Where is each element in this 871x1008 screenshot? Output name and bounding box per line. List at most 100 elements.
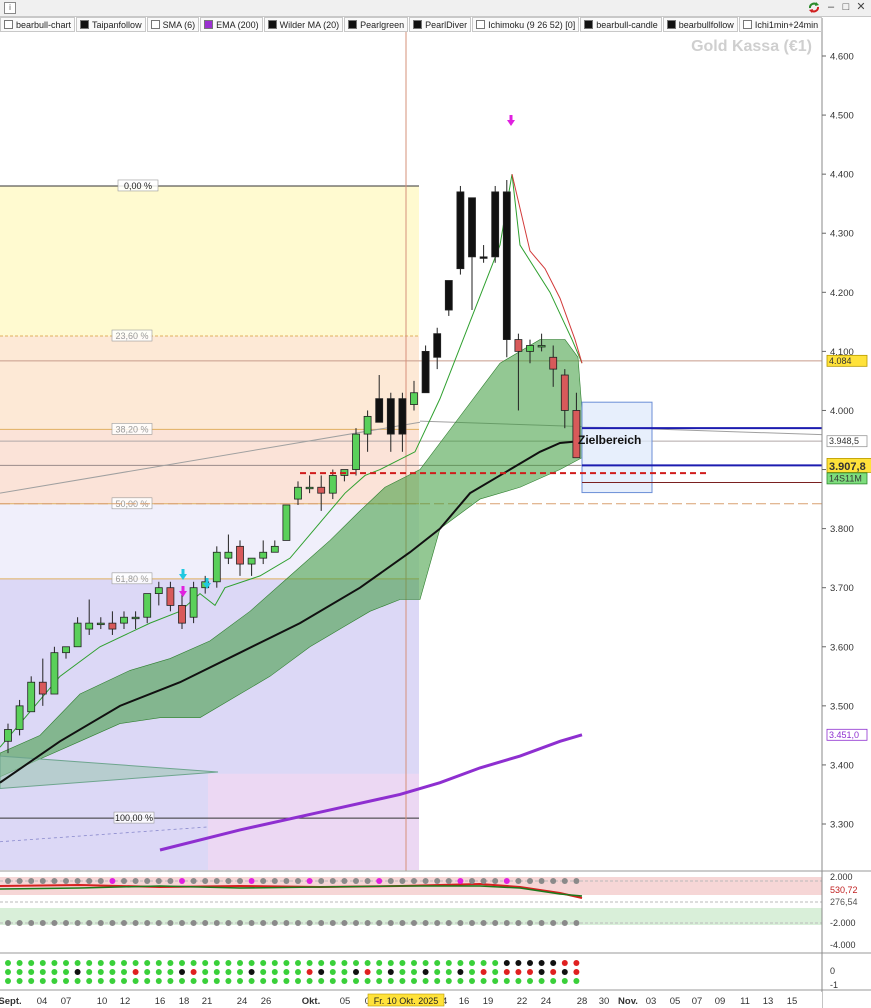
indicator-axis-label: 0 [830,966,835,976]
indicator-dot [306,920,313,926]
candle [4,723,12,754]
indicator-dot [573,878,580,884]
minimize-button[interactable]: – [827,1,835,13]
legend-item[interactable]: bearbull-candle [580,17,662,32]
signal-dot [202,969,209,975]
signal-dot [387,960,394,966]
candle-body [108,622,117,630]
legend-swatch [348,20,358,29]
legend-item[interactable]: Ichi1min+24min [738,17,823,32]
signal-dot [434,978,441,984]
indicator-dot [329,878,336,884]
indicator-dot [411,878,417,884]
signal-dot [144,969,151,975]
indicator-dot [480,920,487,926]
legend-label: bearbull-candle [596,19,658,30]
signal-dot [445,969,452,975]
signal-dot [399,978,406,984]
x-tick-label: 26 [261,996,272,1007]
signal-dot [399,969,406,975]
y-tick-label: 3.300 [830,820,854,831]
signal-dot [28,960,35,966]
candle-body [572,410,581,459]
cursor-date-box [367,993,445,1007]
candle-body [317,486,326,494]
candle-body [352,433,360,470]
candle-body [247,557,256,565]
signal-dot [213,969,220,975]
signal-dot [492,978,499,984]
signal-dot [167,978,174,984]
signal-dot [179,969,185,975]
maximize-button[interactable]: □ [842,1,850,13]
y-tick-label: 3.500 [830,701,854,712]
price-label: 14S11M [829,473,862,483]
x-tick-label: 09 [715,996,726,1007]
legend-item[interactable]: Ichimoku (9 26 52) [0] [472,17,580,32]
x-tick-label: 13 [763,996,774,1007]
candle [259,540,268,565]
x-tick-label: 05 [670,996,681,1007]
indicator-dot [74,878,81,884]
signal-dot [271,969,278,975]
indicator-dot [39,878,46,884]
legend-item[interactable]: Pearlgreen [344,17,409,32]
legend-item[interactable]: bearbullfollow [662,17,738,32]
price-label: 3.451,0 [829,730,859,740]
legend-item[interactable]: Wilder MA (20) [263,17,344,32]
legend-item[interactable]: SMA (6) [146,17,200,32]
signal-dot [86,978,93,984]
signal-dot [248,969,255,975]
indicator-dot [457,878,464,884]
candle-body [131,616,140,620]
candle [282,504,291,541]
signal-dot [144,978,151,984]
signal-dot [295,969,301,975]
candle-body [259,551,268,559]
y-tick-label: 4.000 [830,406,854,417]
legend-label: EMA (200) [216,19,259,30]
candle [572,392,581,459]
indicator-dot [213,878,220,884]
legend-label: SMA (6) [162,19,196,30]
candle-body [62,646,70,654]
trend-line [0,826,209,843]
signal-dot [190,978,197,984]
refresh-icon[interactable] [806,1,822,14]
signal-dot [527,960,533,966]
close-button[interactable]: ✕ [856,1,866,13]
info-icon[interactable]: i [4,2,16,14]
candle-body [549,356,558,370]
indicator-dot [86,878,93,884]
signal-dot [155,978,162,984]
indicator-dot [179,920,185,926]
fib-zone [0,185,419,337]
candle [38,658,47,706]
signal-dot [51,978,58,984]
indicator-dot [341,920,348,926]
legend-label: bearbull-chart [16,19,72,30]
sell-signal-icon-stem [181,586,185,591]
legend-item[interactable]: EMA (200) [200,17,263,32]
signal-dot [318,960,325,966]
indicator-dot [515,920,522,926]
legend-swatch [584,20,594,29]
candle [27,676,36,713]
price-label: 3.948,5 [829,436,859,446]
indicator-axis-label: 2.000 [830,872,853,882]
signal-dot [202,960,209,966]
signal-dot [260,978,267,984]
legend-swatch [742,20,752,29]
legend-item[interactable]: Taipanfollow [76,17,146,32]
legend-item[interactable]: bearbull-chart [0,17,76,32]
signal-dot [28,969,35,975]
candle [537,333,546,352]
signal-dot [132,969,139,975]
indicator-dot [561,878,568,884]
legend-swatch [666,20,676,29]
signal-dot [329,978,336,984]
candle [363,410,372,452]
legend-item[interactable]: PearlDiver [409,17,472,32]
signal-dot [376,978,383,984]
